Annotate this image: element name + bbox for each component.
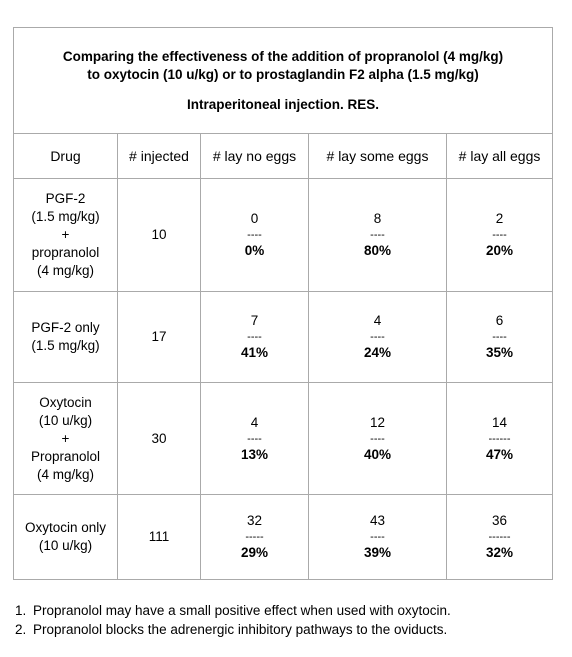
drug-line: Oxytocin: [39, 394, 92, 410]
note-text: Propranolol may have a small positive ef…: [33, 603, 451, 618]
outcome-cell: 14 ------ 47%: [445, 382, 554, 495]
note: 1. Propranolol may have a small positive …: [15, 601, 451, 620]
percent: 35%: [486, 345, 514, 360]
drug-line: Propranolol: [30, 448, 101, 464]
percent: 47%: [486, 446, 514, 462]
data-row: Oxytocin only (10 u/kg) 111 32 ----- 29% 43 ---…: [13, 494, 554, 580]
outcome-cell: 4 ---- 13%: [200, 382, 309, 495]
drug-cell: PGF-2 only (1.5 mg/kg): [13, 291, 118, 383]
count: 0: [250, 211, 259, 226]
dashes: ------: [488, 432, 511, 445]
title-cell: Comparing the effectiveness of the addit…: [12, 27, 554, 134]
title-line: to oxytocin (10 u/kg) or to prostaglandi…: [87, 66, 479, 82]
column-header: # lay some eggs: [308, 133, 447, 179]
title-row: Comparing the effectiveness of the addit…: [12, 27, 554, 134]
note: 2. Propranolol blocks the adrenergic inhi…: [15, 620, 451, 639]
drug-line: PGF-2: [45, 191, 86, 206]
outcome-cell: 2 ---- 20%: [445, 178, 554, 292]
header-row: Drug # injected # lay no eggs # lay some eg…: [13, 133, 554, 179]
injected-cell: 17: [117, 291, 201, 383]
subtitle: Intraperitoneal injection. RES.: [186, 96, 380, 112]
drug-line: (1.5 mg/kg): [31, 209, 100, 224]
outcome-cell: 8 ---- 80%: [308, 178, 447, 292]
count: 8: [373, 211, 382, 226]
data-row: PGF-2 (1.5 mg/kg) + propranolol (4 mg/kg) 10 0…: [13, 178, 554, 292]
data-row: Oxytocin (10 u/kg) + Propranolol (4 mg/kg) 30…: [13, 382, 554, 495]
drug-line: (1.5 mg/kg): [31, 338, 100, 353]
drug-line: (4 mg/kg): [36, 466, 94, 482]
notes: 1. Propranolol may have a small positive …: [15, 601, 451, 639]
count: 14: [492, 414, 508, 430]
data-row: PGF-2 only (1.5 mg/kg) 17 7 ---- 41% 4 ---- 24% 6…: [13, 291, 554, 383]
injected-cell: 10: [117, 178, 201, 292]
count: 4: [250, 414, 259, 430]
column-header: # lay no eggs: [200, 133, 309, 179]
dashes: ----: [370, 331, 385, 343]
dashes: ----: [370, 531, 385, 543]
percent: 20%: [486, 243, 514, 258]
outcome-cell: 6 ---- 35%: [445, 291, 554, 383]
count: 12: [369, 414, 386, 430]
drug-line: propranolol: [31, 245, 100, 260]
outcome-cell: 0 ---- 0%: [200, 178, 309, 292]
count: 7: [250, 313, 259, 328]
drug-line: (4 mg/kg): [36, 263, 94, 278]
percent: 39%: [363, 545, 392, 560]
column-header: Drug: [13, 133, 118, 179]
outcome-cell: 4 ---- 24%: [308, 291, 447, 383]
percent: 29%: [240, 545, 269, 560]
title-line: Comparing the effectiveness of the addit…: [62, 48, 504, 64]
count: 2: [495, 211, 504, 226]
outcome-cell: 7 ---- 41%: [200, 291, 309, 383]
dashes: ----: [370, 432, 385, 445]
column-header: # injected: [117, 133, 201, 179]
outcome-cell: 43 ---- 39%: [308, 494, 447, 580]
note-text: Propranolol blocks the adrenergic inhibi…: [33, 622, 448, 637]
outcome-cell: 32 ----- 29%: [200, 494, 309, 580]
note-number: 1.: [15, 603, 27, 618]
dashes: ----: [247, 331, 262, 343]
dashes: ----: [247, 229, 262, 241]
drug-line: +: [61, 227, 70, 242]
percent: 40%: [363, 446, 392, 462]
percent: 41%: [240, 345, 269, 360]
count: 6: [495, 313, 504, 328]
injected-cell: 111: [117, 494, 201, 580]
percent: 32%: [486, 545, 514, 560]
count: 43: [369, 513, 386, 528]
dashes: -----: [245, 531, 264, 543]
percent: 0%: [244, 243, 265, 258]
drug-line: +: [61, 430, 70, 446]
drug-cell: Oxytocin (10 u/kg) + Propranolol (4 mg/kg): [13, 382, 118, 495]
outcome-cell: 36 ------ 32%: [445, 494, 554, 580]
note-number: 2.: [15, 622, 27, 637]
results-table: Comparing the effectiveness of the addit…: [12, 27, 554, 580]
dashes: ----: [492, 331, 507, 343]
percent: 13%: [240, 446, 269, 462]
dashes: ----: [492, 229, 507, 241]
drug-cell: Oxytocin only (10 u/kg): [13, 494, 118, 580]
dashes: ----: [370, 229, 385, 241]
drug-line: (10 u/kg): [38, 412, 93, 428]
percent: 24%: [363, 345, 392, 360]
drug-line: PGF-2 only: [31, 320, 100, 335]
percent: 80%: [363, 243, 392, 258]
count: 36: [492, 513, 508, 528]
count: 4: [373, 313, 382, 328]
count: 32: [246, 513, 263, 528]
drug-cell: PGF-2 (1.5 mg/kg) + propranolol (4 mg/kg): [13, 178, 118, 292]
drug-line: Oxytocin only: [24, 520, 107, 535]
injected-cell: 30: [117, 382, 201, 495]
column-header: # lay all eggs: [445, 133, 554, 179]
dashes: ----: [247, 432, 262, 445]
dashes: ------: [488, 531, 511, 543]
outcome-cell: 12 ---- 40%: [308, 382, 447, 495]
drug-line: (10 u/kg): [38, 538, 93, 553]
